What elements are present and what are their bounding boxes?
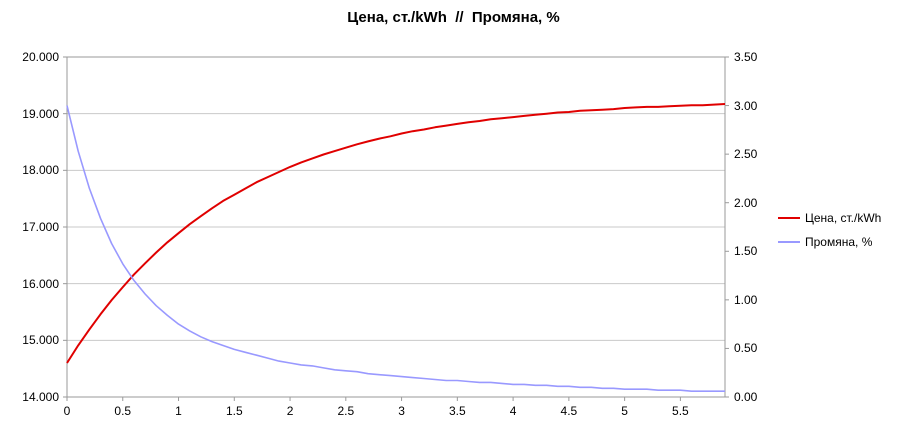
- price-series-line: [66, 103, 726, 364]
- right-axis-tick-label: 2.50: [734, 147, 758, 162]
- x-axis-tick-label: 3: [398, 404, 405, 418]
- price-series-swatch: [778, 217, 800, 219]
- x-axis-tick-label: 0.5: [114, 404, 132, 418]
- left-axis-tick-label: 16.000: [22, 276, 59, 291]
- change-series-line: [66, 105, 725, 393]
- legend-label-price: Цена, ст./kWh: [805, 211, 882, 225]
- legend-item-change: Промяна, %: [778, 230, 881, 254]
- x-axis-tick-label: 2.5: [337, 404, 355, 418]
- right-axis-tick-label: 0.00: [734, 390, 758, 404]
- chart-title: Цена, ст./kWh // Промяна, %: [347, 9, 560, 26]
- x-axis-tick-label: 5: [621, 404, 628, 418]
- left-axis-tick-label: 15.000: [22, 333, 59, 348]
- x-axis-tick-label: 5.5: [672, 404, 689, 418]
- right-axis-tick-label: 1.00: [734, 292, 758, 307]
- left-axis-tick-label: 19.000: [22, 106, 59, 121]
- x-axis-tick-label: 4.5: [560, 404, 578, 418]
- x-axis-tick-label: 1.5: [225, 404, 243, 418]
- change-series-swatch: [778, 241, 800, 243]
- legend: Цена, ст./kWh Промяна, %: [778, 206, 881, 254]
- x-axis-tick-label: 4: [509, 404, 517, 418]
- x-axis-tick-label: 1: [175, 404, 182, 418]
- left-axis-tick-label: 20.000: [22, 50, 59, 64]
- x-axis-tick-label: 0: [63, 404, 71, 418]
- legend-label-change: Промяна, %: [805, 235, 873, 249]
- x-axis-tick-label: 2: [286, 404, 294, 418]
- left-axis-tick-label: 18.000: [22, 163, 59, 178]
- right-axis-tick-label: 3.00: [734, 98, 758, 113]
- right-axis-tick-label: 1.50: [734, 244, 758, 259]
- x-axis-tick-label: 3.5: [448, 404, 466, 418]
- legend-item-price: Цена, ст./kWh: [778, 206, 881, 230]
- right-axis-tick-label: 3.50: [734, 50, 758, 64]
- left-axis-tick-label: 17.000: [22, 220, 59, 234]
- right-axis-tick-label: 2.00: [734, 195, 758, 210]
- right-axis-tick-label: 0.50: [734, 341, 758, 356]
- left-axis-tick-label: 14.000: [22, 390, 59, 404]
